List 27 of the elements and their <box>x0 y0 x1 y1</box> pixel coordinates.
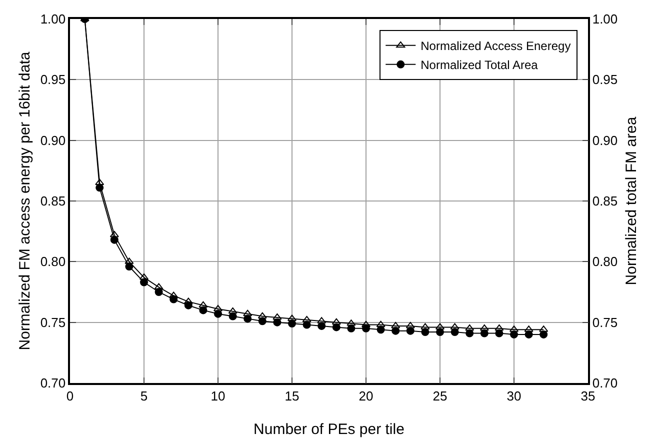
y-tick-label: 0.80 <box>40 254 66 270</box>
y2-tick-label: 0.70 <box>592 376 618 391</box>
legend-label: Normalized Access Eneregy <box>420 39 571 54</box>
y-tick-label: 1.00 <box>40 12 66 27</box>
x-tick-label: 35 <box>580 388 596 404</box>
y-tick-label: 0.90 <box>40 132 66 148</box>
y2-axis-title: Normalized total FM area <box>623 116 640 286</box>
x-tick-label: 10 <box>210 388 226 404</box>
x-tick-label: 5 <box>140 388 148 404</box>
legend-label: Normalized Total Area <box>420 58 538 72</box>
y-tick-label: 0.85 <box>40 194 66 209</box>
x-tick-label: 30 <box>506 388 522 404</box>
x-axis-title: Number of PEs per tile <box>254 421 404 438</box>
x-tick-label: 15 <box>284 388 300 404</box>
y2-tick-label: 0.85 <box>592 194 618 209</box>
y2-tick-label: 0.90 <box>592 132 618 148</box>
y2-tick-label: 0.80 <box>592 254 618 270</box>
x-tick-label: 25 <box>432 388 448 404</box>
y2-tick-label: 0.75 <box>592 314 618 330</box>
y2-tick-label: 1.00 <box>592 12 618 27</box>
x-tick-label: 0 <box>66 388 74 404</box>
y-tick-label: 0.75 <box>40 314 66 330</box>
y-tick-label: 0.70 <box>40 376 66 391</box>
y-tick-label: 0.95 <box>40 72 66 88</box>
y-axis-title: Normalized FM access energy per 16bit data <box>16 51 34 350</box>
x-tick-label: 20 <box>358 388 374 404</box>
y2-tick-label: 0.95 <box>592 72 618 88</box>
